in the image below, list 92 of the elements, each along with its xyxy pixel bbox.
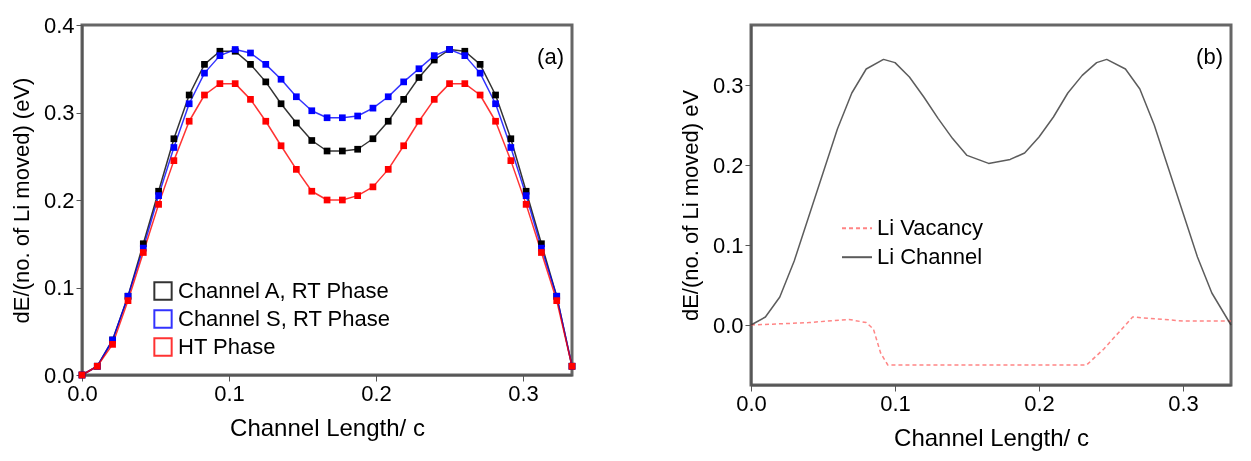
point xyxy=(369,135,377,143)
point xyxy=(216,52,224,59)
point xyxy=(354,192,362,199)
point xyxy=(262,78,270,86)
point xyxy=(155,192,162,199)
point xyxy=(522,201,530,208)
point xyxy=(476,61,484,68)
y-tick-label: 0.0 xyxy=(712,312,744,338)
x-tick-label: 0.3 xyxy=(1168,390,1199,416)
point xyxy=(415,65,423,73)
point xyxy=(109,341,116,348)
point xyxy=(415,117,423,125)
point xyxy=(415,74,423,81)
annotation: (b) xyxy=(1196,44,1223,69)
point xyxy=(553,297,561,304)
annotation: (a) xyxy=(537,44,564,69)
point xyxy=(522,192,530,199)
x-tick-label: 0.2 xyxy=(361,380,392,406)
point xyxy=(400,142,408,150)
point xyxy=(216,80,224,87)
point xyxy=(507,135,515,143)
point xyxy=(170,157,178,164)
y-tick-label: 0.3 xyxy=(43,100,75,125)
point xyxy=(201,69,208,77)
point xyxy=(446,80,453,87)
point xyxy=(155,201,162,208)
y-tick-label: 0.2 xyxy=(712,152,744,178)
point xyxy=(308,137,316,144)
line-series xyxy=(750,316,1232,366)
x-tick-label: 0.3 xyxy=(508,380,539,406)
point xyxy=(507,144,515,151)
point xyxy=(124,297,132,304)
x-axis-title: Channel Length/ c xyxy=(230,413,425,441)
point xyxy=(308,187,316,195)
point xyxy=(247,61,254,68)
point xyxy=(400,96,408,103)
point xyxy=(201,61,208,68)
x-tick-label: 0.1 xyxy=(214,380,245,406)
y-tick-label: 0.3 xyxy=(712,72,744,98)
point xyxy=(430,96,438,103)
point xyxy=(247,96,254,103)
point xyxy=(339,196,346,204)
point xyxy=(185,100,193,108)
point xyxy=(339,114,346,122)
point xyxy=(461,80,469,87)
x-tick-label: 0.2 xyxy=(1024,390,1055,416)
point xyxy=(292,119,300,127)
point xyxy=(292,93,300,101)
point xyxy=(354,145,362,153)
legend-label: Li Channel xyxy=(877,244,983,270)
y-tick-label: 0.1 xyxy=(43,275,75,300)
legend-label: Li Vacancy xyxy=(877,215,983,241)
point xyxy=(139,249,147,256)
legend-label: Channel A, RT Phase xyxy=(178,278,389,303)
point xyxy=(384,117,392,125)
point xyxy=(538,249,545,256)
y-tick-label: 0.1 xyxy=(712,232,744,258)
point xyxy=(277,100,285,108)
point xyxy=(492,117,499,125)
point xyxy=(492,91,499,99)
point xyxy=(262,117,270,125)
point xyxy=(185,117,193,125)
point xyxy=(400,78,408,86)
y-axis-title: dE/(no. of Li moved) eV xyxy=(677,89,703,322)
point xyxy=(461,52,469,59)
point xyxy=(247,49,254,57)
point xyxy=(430,52,438,59)
point xyxy=(292,166,300,173)
point xyxy=(492,100,499,108)
point xyxy=(323,114,331,122)
point xyxy=(277,142,285,150)
point xyxy=(354,112,362,120)
y-tick-label: 0.4 xyxy=(43,12,75,38)
point xyxy=(262,61,270,68)
point xyxy=(170,144,178,151)
point xyxy=(384,93,392,101)
x-axis-title: Channel Length/ c xyxy=(894,423,1089,451)
y-tick-label: 0.2 xyxy=(43,187,75,213)
point xyxy=(231,80,239,87)
x-tick-label: 0.1 xyxy=(880,390,911,416)
legend-label: Channel S, RT Phase xyxy=(178,306,390,331)
point xyxy=(170,135,178,143)
point xyxy=(339,147,346,155)
point xyxy=(277,75,285,83)
x-tick-label: 0.0 xyxy=(736,390,767,416)
point xyxy=(384,166,392,173)
point xyxy=(201,91,208,99)
y-axis-title: dE/(no. of Li moved) (eV) xyxy=(8,77,34,324)
point xyxy=(185,91,193,99)
point xyxy=(507,157,515,164)
legend-label: HT Phase xyxy=(178,334,276,359)
point xyxy=(308,107,316,115)
